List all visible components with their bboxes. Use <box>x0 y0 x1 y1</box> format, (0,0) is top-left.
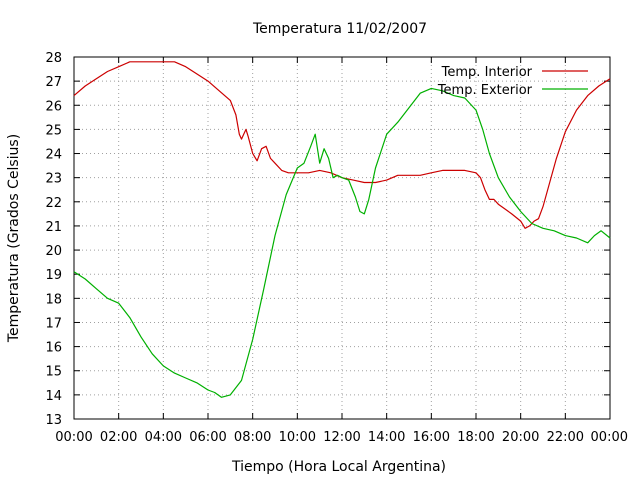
x-tick-label: 02:00 <box>100 430 137 445</box>
x-axis-label: Tiempo (Hora Local Argentina) <box>231 459 446 475</box>
y-tick-label: 22 <box>45 196 62 211</box>
x-tick-label: 14:00 <box>368 430 405 445</box>
x-tick-label: 06:00 <box>189 430 226 445</box>
x-tick-label: 12:00 <box>323 430 360 445</box>
legend-label: Temp. Interior <box>441 65 533 80</box>
y-tick-label: 23 <box>45 172 62 187</box>
y-tick-label: 25 <box>45 123 62 138</box>
grid <box>74 57 610 419</box>
y-tick-label: 26 <box>45 99 62 114</box>
x-tick-label: 20:00 <box>502 430 539 445</box>
y-tick-label: 24 <box>45 148 62 163</box>
x-tick-label: 08:00 <box>234 430 271 445</box>
x-tick-label: 00:00 <box>591 430 628 445</box>
y-tick-label: 21 <box>45 220 62 235</box>
y-tick-label: 16 <box>45 341 62 356</box>
y-tick-label: 15 <box>45 365 62 380</box>
x-tick-label: 16:00 <box>413 430 450 445</box>
x-tick-labels: 00:00 02:00 04:00 06:00 08:00 10:00 12:00 14:00… <box>55 430 628 445</box>
y-tick-label: 18 <box>45 292 62 307</box>
legend-label: Temp. Exterior <box>437 83 533 98</box>
x-tick-label: 22:00 <box>547 430 584 445</box>
y-axis-label: Temperatura (Grados Celsius) <box>6 134 22 343</box>
y-tick-label: 14 <box>45 389 62 404</box>
chart-title: Temperatura 11/02/2007 <box>252 21 427 37</box>
y-tick-label: 28 <box>45 51 62 66</box>
legend: Temp. Interior Temp. Exterior <box>437 65 588 98</box>
y-tick-label: 19 <box>45 268 62 283</box>
series-line-exterior <box>73 87 611 398</box>
y-tick-label: 27 <box>45 75 62 90</box>
x-tick-label: 18:00 <box>457 430 494 445</box>
x-tick-label: 10:00 <box>279 430 316 445</box>
x-tick-label: 04:00 <box>145 430 182 445</box>
series-lines <box>73 61 611 398</box>
y-tick-label: 20 <box>45 244 62 259</box>
y-tick-labels: 13 14 15 16 17 18 19 20 21 22 23 24 25 26 27 28 <box>45 51 62 428</box>
y-tick-label: 13 <box>45 413 62 428</box>
x-tick-label: 00:00 <box>55 430 92 445</box>
y-tick-label: 17 <box>45 316 62 331</box>
